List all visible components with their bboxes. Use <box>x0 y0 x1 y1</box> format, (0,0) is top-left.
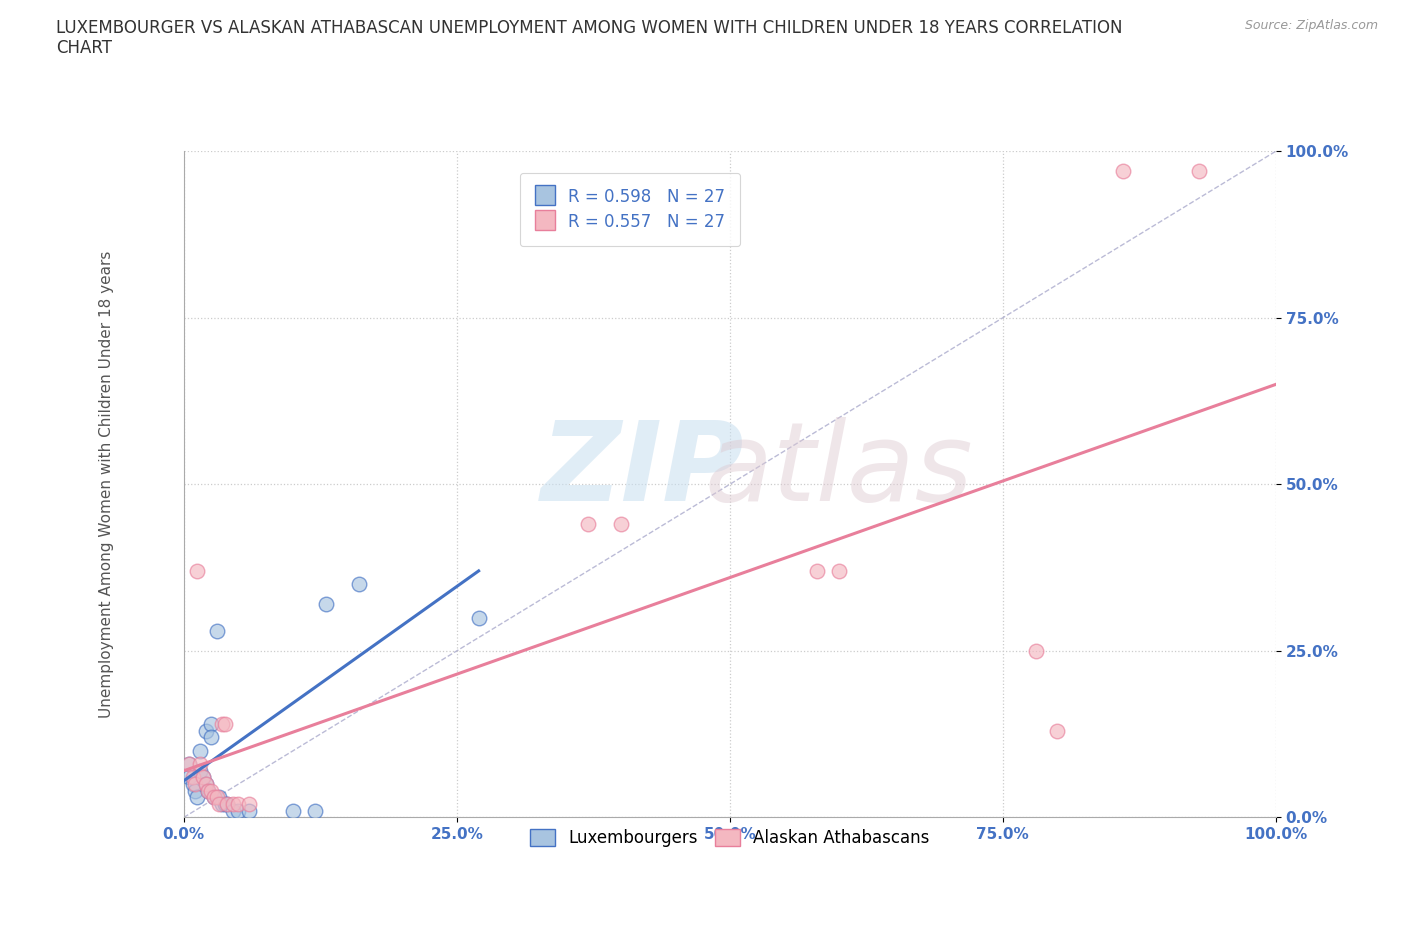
Point <box>194 777 217 791</box>
Point <box>1046 724 1069 738</box>
Point <box>609 517 631 532</box>
Point <box>222 797 245 812</box>
Point <box>347 577 370 591</box>
Point <box>228 797 250 812</box>
Point <box>238 797 260 812</box>
Point <box>806 564 828 578</box>
Point <box>214 717 236 732</box>
Legend: Luxembourgers, Alaskan Athabascans: Luxembourgers, Alaskan Athabascans <box>522 821 938 856</box>
Point <box>1112 164 1135 179</box>
Text: atlas: atlas <box>704 418 973 525</box>
Point <box>197 783 219 798</box>
Point <box>217 797 239 812</box>
Point <box>200 717 222 732</box>
Point <box>238 804 260 818</box>
Point <box>194 724 217 738</box>
Point <box>211 797 233 812</box>
Point <box>217 797 239 812</box>
Point <box>181 770 204 785</box>
Point <box>188 764 211 778</box>
Text: LUXEMBOURGER VS ALASKAN ATHABASCAN UNEMPLOYMENT AMONG WOMEN WITH CHILDREN UNDER : LUXEMBOURGER VS ALASKAN ATHABASCAN UNEMP… <box>56 19 1123 58</box>
Point <box>181 777 204 791</box>
Point <box>467 610 489 625</box>
Text: ZIP: ZIP <box>541 418 744 525</box>
Point <box>205 790 228 804</box>
Point <box>281 804 304 818</box>
Point <box>208 797 231 812</box>
Point <box>228 804 250 818</box>
Point <box>214 797 236 812</box>
Point <box>200 783 222 798</box>
Point <box>179 770 201 785</box>
Point <box>202 790 225 804</box>
Point <box>188 743 211 758</box>
Point <box>179 757 201 772</box>
Point <box>1188 164 1211 179</box>
Point <box>179 757 201 772</box>
Text: Source: ZipAtlas.com: Source: ZipAtlas.com <box>1244 19 1378 32</box>
Point <box>205 623 228 638</box>
Point <box>828 564 851 578</box>
Point <box>193 770 215 785</box>
Y-axis label: Unemployment Among Women with Children Under 18 years: Unemployment Among Women with Children U… <box>100 250 114 718</box>
Point <box>200 730 222 745</box>
Point <box>576 517 599 532</box>
Point <box>193 770 215 785</box>
Point <box>186 790 208 804</box>
Point <box>211 717 233 732</box>
Point <box>315 597 337 612</box>
Point <box>304 804 326 818</box>
Point <box>208 790 231 804</box>
Point <box>222 804 245 818</box>
Point <box>202 790 225 804</box>
Point <box>183 777 205 791</box>
Point <box>186 564 208 578</box>
Point <box>194 777 217 791</box>
Point <box>1025 644 1047 658</box>
Point <box>197 783 219 798</box>
Point <box>188 757 211 772</box>
Point <box>183 783 205 798</box>
